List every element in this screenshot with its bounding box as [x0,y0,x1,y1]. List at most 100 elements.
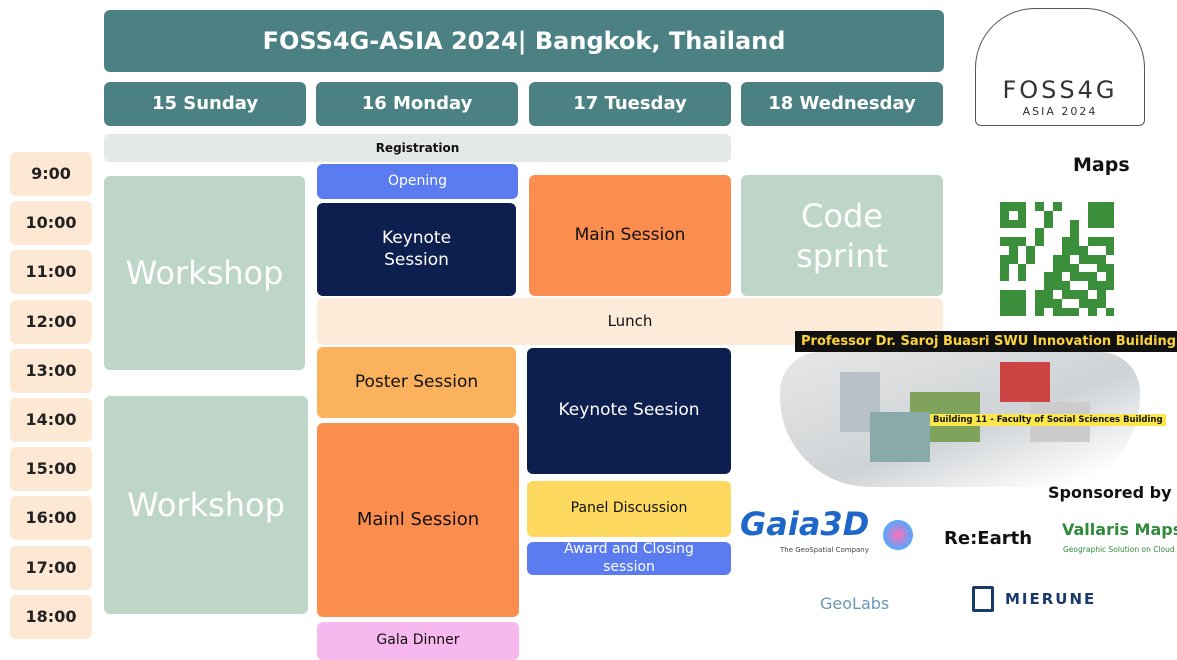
qr-cell [1096,290,1106,299]
qr-cell [1026,254,1036,264]
venue-label: Professor Dr. Saroj Buasri SWU Innovatio… [795,331,1177,352]
sponsor-icon [972,586,994,612]
qr-cell [1008,307,1018,317]
qr-cell [1000,219,1009,229]
qr-cell [1070,290,1080,299]
qr-cell [1070,272,1080,282]
qr-cell [1044,298,1053,308]
qr-cell [1061,246,1071,255]
qr-cell [1088,210,1097,220]
qr-cell [1105,202,1115,211]
day-header: 16 Monday [316,82,518,126]
session: Keynote Session [317,203,516,296]
qr-cell [1061,290,1071,299]
session: Keynote Seesion [527,348,731,474]
session: Award and Closing session [527,541,731,575]
qr-cell [1096,281,1106,290]
qr-cell [1052,263,1062,273]
qr-cell [1061,237,1071,246]
qr-cell [1044,281,1053,290]
qr-cell [1035,298,1044,308]
logo: FOSS4G ASIA 2024 [975,8,1145,126]
time-slot: 11:00 [10,250,92,295]
qr-cell [1000,272,1009,282]
time-slot: 13:00 [10,348,92,393]
qr-cell [1017,298,1027,308]
qr-cell [1017,307,1027,317]
qr-cell [1105,307,1115,317]
qr-cell [1079,290,1088,299]
qr-cell [1088,219,1097,229]
qr-cell [1044,272,1053,282]
qr-cell [1105,219,1115,229]
qr-cell [1017,210,1027,220]
qr-cell [1035,202,1044,211]
qr-cell [1079,298,1088,308]
qr-cell [1105,246,1115,255]
qr-cell [1000,202,1009,211]
qr-cell [1052,281,1062,290]
qr-cell [1088,298,1097,308]
time-slot: 15:00 [10,447,92,492]
qr-cell [1017,290,1027,299]
qr-cell [1105,237,1115,246]
qr-cell [1000,298,1009,308]
session: Main Session [529,175,731,296]
qr-cell [1000,307,1009,317]
qr-cell [1035,290,1044,299]
time-slot: 16:00 [10,496,92,541]
time-slot: 18:00 [10,594,92,639]
qr-cell [1000,290,1009,299]
qr-cell [1000,237,1009,246]
qr-cell [1088,237,1097,246]
qr-cell [1052,202,1062,211]
qr-cell [1079,246,1088,255]
qr-cell [1017,237,1027,246]
qr-cell [1026,246,1036,255]
qr-cell [1008,219,1018,229]
qr-cell [1096,237,1106,246]
maps-title: Maps [1073,154,1130,176]
qr-cell [1061,254,1071,264]
qr-cell [1044,210,1053,220]
qr-cell [1035,228,1044,238]
map-building [1000,362,1050,402]
qr-cell [1088,272,1097,282]
qr-cell [1000,254,1009,264]
sponsor: Vallaris Maps [1062,520,1177,539]
qr-cell [1044,219,1053,229]
qr-cell [1035,237,1044,246]
qr-cell [1105,263,1115,273]
sponsor-tagline: Geographic Solution on Cloud [1063,545,1175,554]
qr-cell [1008,290,1018,299]
qr-cell [1079,254,1088,264]
qr-cell [1088,202,1097,211]
session: Poster Session [317,347,516,418]
qr-cell [1088,281,1097,290]
qr-cell [1088,254,1097,264]
qr-cell [1070,307,1080,317]
qr-cell [1096,298,1106,308]
qr-cell [1088,307,1097,317]
time-slot: 12:00 [10,299,92,344]
sponsor-tagline: The GeoSpatial Company [780,546,869,554]
logo-name: FOSS4G [1002,76,1118,105]
sponsors-title: Sponsored by [1048,483,1172,502]
sponsor: GeoLabs [820,594,890,613]
qr-cell [1008,202,1018,211]
qr-cell [1096,202,1106,211]
day-header: 18 Wednesday [741,82,943,126]
day-header: 15 Sunday [104,82,306,126]
logo-subtitle: ASIA 2024 [1022,105,1098,119]
qr-cell [1079,272,1088,282]
day-header: 17 Tuesday [529,82,731,126]
time-slot: 10:00 [10,201,92,246]
qr-cell [1061,281,1071,290]
qr-cell [1070,219,1080,229]
session: Mainl Session [317,423,519,617]
session: Opening [317,164,518,199]
qr-cell [1017,272,1027,282]
qr-cell [1017,202,1027,211]
sponsor-icon [883,520,913,550]
